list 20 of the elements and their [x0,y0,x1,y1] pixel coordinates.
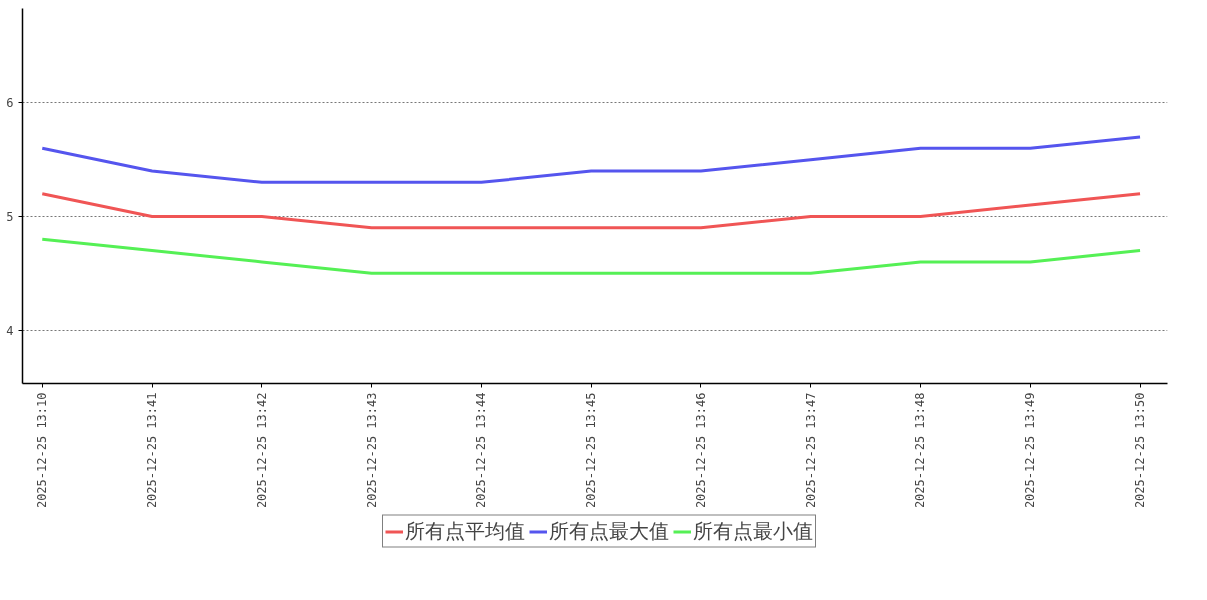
x-tick-label: 2025-12-25 13:10 [35,392,50,509]
line-series [40,135,1142,184]
x-tick-label: 2025-12-25 13:47 [803,392,818,509]
x-tick-label: 2025-12-25 13:46 [693,392,708,509]
legend-label: 所有点最小值 [692,518,813,544]
line-series [40,237,1142,275]
legend-label: 所有点最大值 [548,518,669,544]
y-tick-label: 4 [6,323,14,338]
x-tick-label: 2025-12-25 13:44 [474,392,489,509]
x-tick-label: 2025-12-25 13:43 [364,392,379,509]
legend-label: 所有点平均值 [404,518,525,544]
x-tick-label: 2025-12-25 13:41 [145,392,160,509]
x-tick-label: 2025-12-25 13:42 [254,392,269,509]
x-tick-label: 2025-12-25 13:45 [584,392,599,509]
x-tick-label: 2025-12-25 13:50 [1133,392,1148,509]
line-series [40,192,1142,230]
y-tick-label: 6 [6,96,14,111]
y-tick-label: 5 [6,209,14,224]
x-tick-label: 2025-12-25 13:49 [1023,392,1038,509]
x-tick-label: 2025-12-25 13:48 [913,392,928,509]
